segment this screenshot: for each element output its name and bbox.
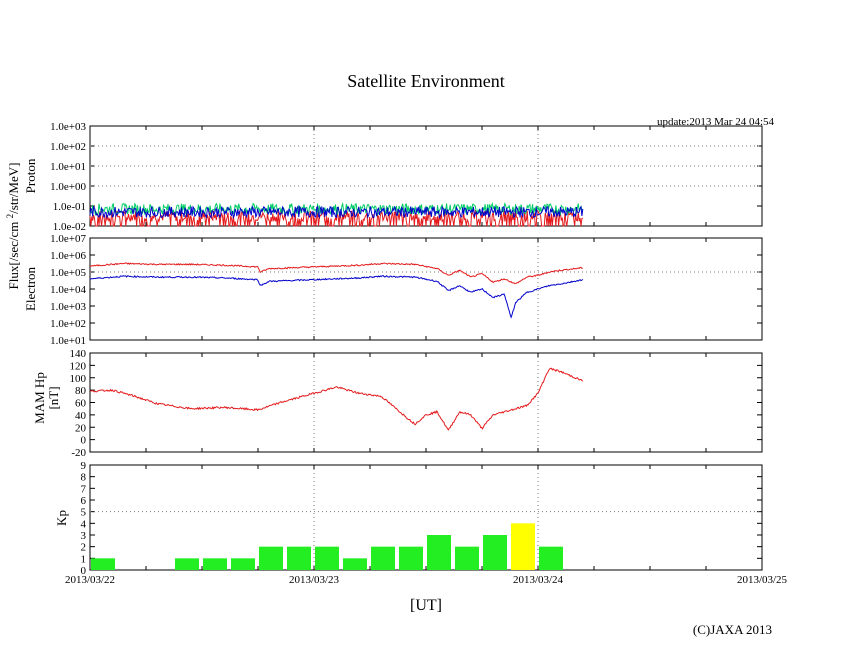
electron-ytick-label: 1.0e+05	[50, 267, 86, 279]
flux-ylabel: Flux[/sec/cm 2/str/MeV]	[5, 163, 21, 290]
proton-ytick-label: 1.0e+00	[50, 181, 86, 193]
proton-blue-line	[89, 204, 584, 220]
kp-ytick-label: 6	[81, 495, 87, 507]
update-label: update:2013 Mar 24 04:54	[657, 116, 775, 128]
kp-bar	[175, 558, 199, 570]
electron-ytick-label: 1.0e+04	[50, 284, 86, 296]
proton-ytick-label: 1.0e+03	[50, 121, 86, 133]
kp-ytick-label: 3	[81, 530, 87, 542]
hp-ytick-label: 80	[75, 385, 87, 397]
flux-ylabel-rest: /str/MeV]	[6, 163, 21, 214]
flux-superscript: 2	[5, 214, 15, 219]
kp-ytick-label: 0	[81, 565, 87, 577]
proton-ytick-label: 1.0e+02	[50, 141, 86, 153]
kp-bar	[315, 546, 339, 570]
kp-bar	[287, 546, 311, 570]
kp-bar	[483, 535, 507, 570]
kp-frame	[89, 464, 763, 571]
proton-ytick-label: 1.0e-01	[53, 201, 86, 213]
proton-ylabel: Proton	[23, 158, 38, 193]
x-tick-label: 2013/03/23	[289, 574, 340, 586]
proton-panel: 1.0e-02 1.0e-01 1.0e+00 1.0e+01 1.0e+02 1.0e+…	[50, 121, 763, 233]
x-tick-label: 2013/03/22	[65, 574, 115, 586]
kp-ytick-label: 1	[81, 553, 87, 565]
kp-bar	[259, 546, 283, 570]
hp-frame	[89, 352, 763, 453]
kp-bar	[203, 558, 227, 570]
hp-ytick-label: 100	[70, 373, 87, 385]
hp-red-line	[89, 367, 584, 431]
kp-ylabel: Kp	[54, 510, 69, 526]
x-tick-label: 2013/03/24	[513, 574, 564, 586]
kp-ytick-label: 5	[81, 507, 87, 519]
x-axis-ticks: 2013/03/22 2013/03/23 2013/03/24 2013/03/25	[65, 574, 788, 586]
kp-ytick-label: 2	[81, 542, 87, 554]
hp-ytick-label: 60	[75, 398, 87, 410]
hp-ytick-label: -20	[71, 447, 86, 459]
kp-ytick-label: 8	[81, 472, 87, 484]
electron-ytick-label: 1.0e+02	[50, 318, 86, 330]
hp-ylabel: MAM Hp	[32, 372, 47, 424]
kp-bar	[539, 546, 563, 570]
kp-bar	[343, 558, 367, 570]
kp-bar	[231, 558, 255, 570]
electron-blue-line	[89, 274, 584, 319]
electron-ytick-label: 1.0e+06	[50, 250, 86, 262]
proton-ytick-label: 1.0e-02	[53, 221, 86, 233]
electron-ytick-label: 1.0e+03	[50, 301, 86, 313]
electron-red-line	[89, 262, 583, 285]
hp-ytick-label: 40	[75, 410, 87, 422]
kp-ytick-label: 9	[81, 460, 87, 472]
electron-ytick-label: 1.0e+07	[50, 233, 86, 245]
electron-frame	[89, 237, 763, 341]
x-axis-label: [UT]	[410, 597, 442, 614]
hp-ytick-label: 0	[81, 435, 87, 447]
electron-ylabel: Electron	[23, 266, 38, 311]
electron-ytick-label: 1.0e+01	[50, 335, 86, 347]
hp-ytick-label: 120	[70, 360, 87, 372]
kp-bar	[399, 546, 423, 570]
copyright-label: (C)JAXA 2013	[693, 622, 772, 637]
kp-bar	[511, 523, 535, 570]
flux-ylabel-text: Flux[/sec/cm	[6, 222, 21, 290]
x-tick-label: 2013/03/25	[737, 574, 788, 586]
kp-bar	[427, 535, 451, 570]
kp-ytick-label: 4	[81, 518, 87, 530]
hp-ytick-label: 20	[75, 422, 87, 434]
chart-title: Satellite Environment	[347, 71, 504, 91]
kp-bar	[371, 546, 395, 570]
kp-ytick-label: 7	[81, 483, 87, 495]
kp-bar	[91, 558, 115, 570]
hp-ytick-label: 140	[70, 348, 87, 360]
kp-bar	[455, 546, 479, 570]
electron-panel: 1.0e+01 1.0e+02 1.0e+03 1.0e+04 1.0e+05 1.0e+…	[50, 233, 763, 347]
hp-ylabel-unit: [nT]	[46, 386, 61, 409]
proton-ytick-label: 1.0e+01	[50, 161, 86, 173]
